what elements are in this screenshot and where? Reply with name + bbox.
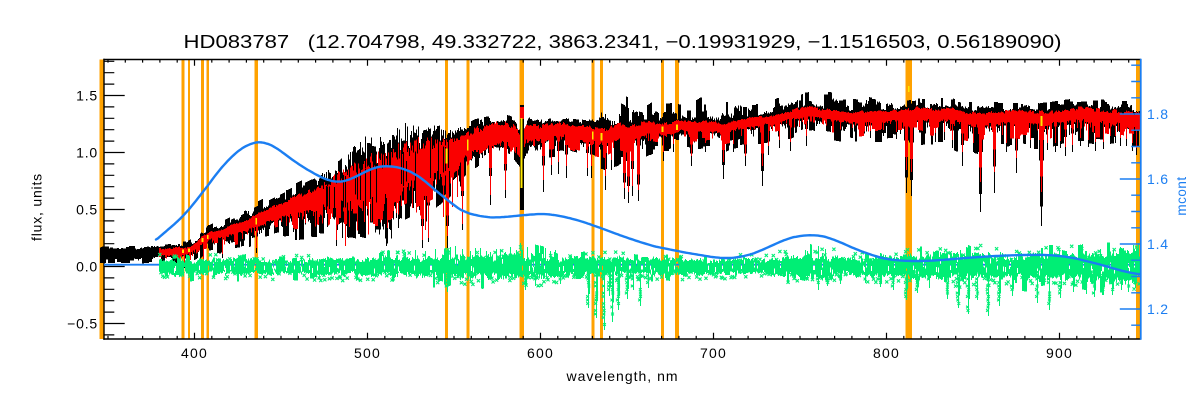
svg-text:500: 500 [354, 345, 381, 361]
svg-text:1.2: 1.2 [1147, 301, 1169, 317]
svg-text:700: 700 [700, 345, 727, 361]
svg-text:HD083787 (12.704798, 49.3327: HD083787 (12.704798, 49.332722, 3863.234… [184, 31, 1062, 52]
svg-text:1.4: 1.4 [1147, 236, 1169, 252]
svg-text:900: 900 [1046, 345, 1073, 361]
svg-text:1.0: 1.0 [76, 145, 98, 161]
svg-text:−0.5: −0.5 [67, 316, 98, 332]
svg-text:600: 600 [527, 345, 554, 361]
svg-text:wavelength, nm: wavelength, nm [565, 368, 678, 384]
svg-text:0.5: 0.5 [76, 202, 98, 218]
svg-text:flux, units: flux, units [29, 173, 45, 241]
svg-text:1.6: 1.6 [1147, 171, 1169, 187]
svg-text:800: 800 [873, 345, 900, 361]
svg-text:0.0: 0.0 [76, 259, 98, 275]
svg-text:mcont: mcont [1174, 176, 1189, 215]
svg-text:1.5: 1.5 [76, 88, 98, 104]
svg-text:400: 400 [181, 345, 208, 361]
svg-text:1.8: 1.8 [1147, 106, 1169, 122]
